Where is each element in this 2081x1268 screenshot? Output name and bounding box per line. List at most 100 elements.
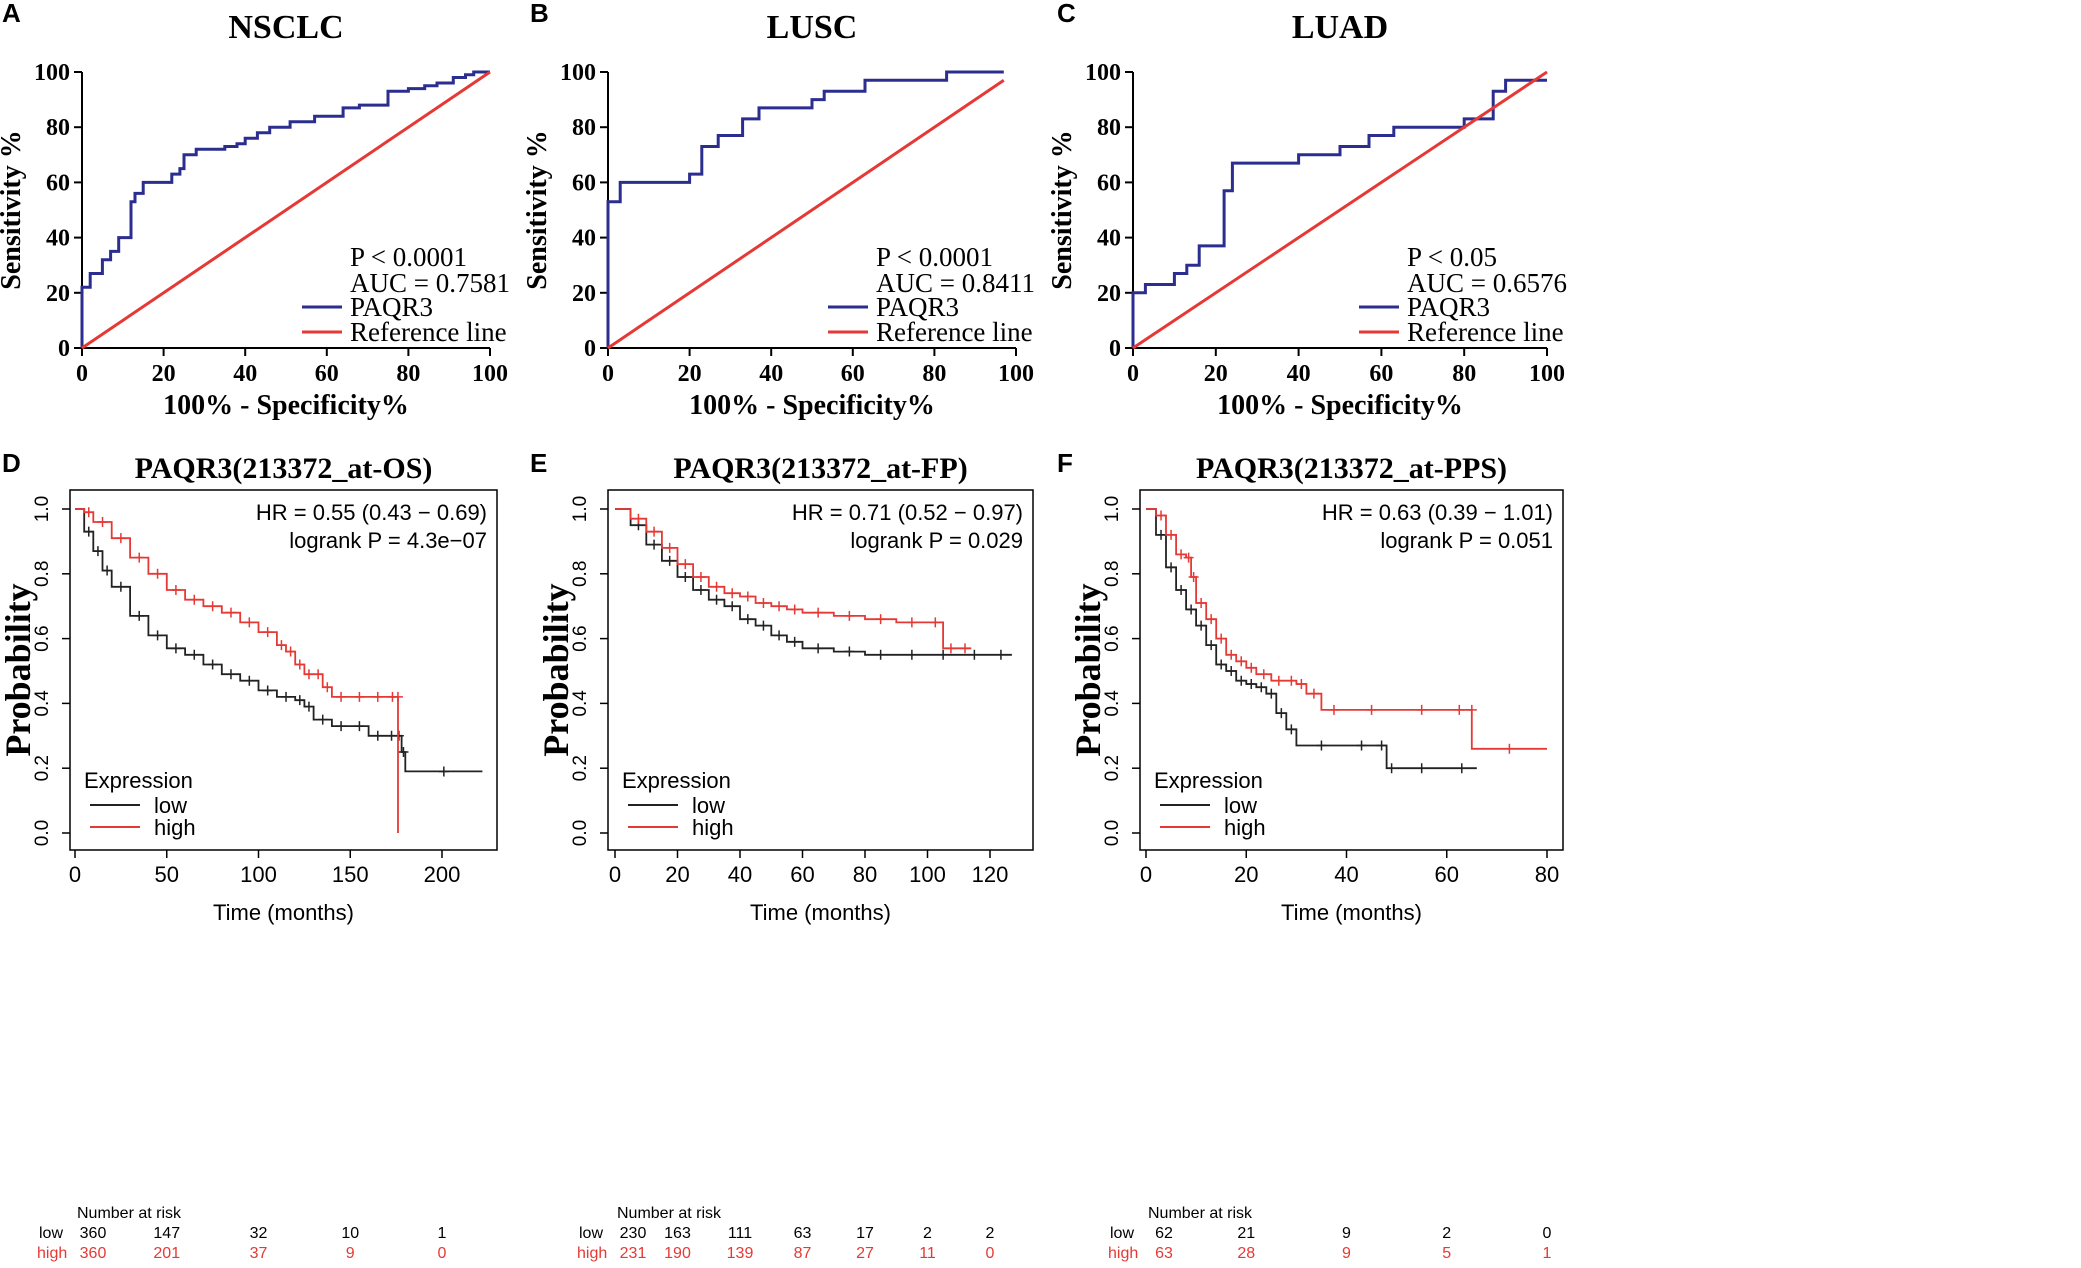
x-tick-label: 0 bbox=[602, 361, 614, 387]
y-tick-label: 0.4 bbox=[570, 690, 591, 717]
risk-count-high: 360 bbox=[80, 1245, 107, 1262]
censor-mark bbox=[711, 581, 722, 592]
auc-text: AUC = 0.7581 bbox=[350, 268, 510, 298]
censor-mark bbox=[1504, 743, 1515, 754]
survival-curve-high bbox=[615, 508, 972, 650]
chart-title: LUAD bbox=[1292, 9, 1388, 46]
censor-mark bbox=[664, 555, 675, 566]
legend-label: high bbox=[154, 815, 196, 840]
censor-mark bbox=[276, 640, 287, 651]
y-tick-label: 1.0 bbox=[570, 496, 591, 522]
censor-mark bbox=[1226, 666, 1237, 676]
x-tick-label: 20 bbox=[1204, 361, 1228, 387]
censor-mark bbox=[789, 604, 800, 615]
x-tick-label: 40 bbox=[759, 361, 783, 387]
censor-mark bbox=[649, 539, 660, 550]
y-tick-label: 0 bbox=[584, 336, 596, 362]
censor-mark bbox=[960, 643, 970, 654]
censor-mark bbox=[875, 614, 886, 625]
risk-table-title: Number at risk bbox=[617, 1205, 722, 1222]
y-tick-label: 0.8 bbox=[1102, 561, 1123, 587]
censor-mark bbox=[354, 691, 365, 702]
censor-mark bbox=[1386, 763, 1397, 774]
censor-mark bbox=[303, 669, 314, 680]
auc-text: AUC = 0.6576 bbox=[1407, 268, 1567, 298]
censor-mark bbox=[1188, 572, 1199, 583]
censor-mark bbox=[945, 643, 956, 654]
censor-mark bbox=[969, 649, 980, 660]
reference-line bbox=[1132, 70, 1548, 350]
censor-mark bbox=[262, 685, 273, 696]
panel-letter: B bbox=[530, 0, 549, 28]
censor-mark bbox=[1156, 529, 1167, 540]
censor-mark bbox=[1416, 704, 1427, 715]
censor-mark bbox=[844, 646, 855, 657]
censor-mark bbox=[1216, 633, 1227, 644]
censor-mark bbox=[1236, 675, 1247, 686]
y-tick-label: 40 bbox=[572, 226, 596, 252]
censor-mark bbox=[1356, 740, 1367, 751]
logrank-text: logrank P = 0.029 bbox=[850, 528, 1023, 553]
x-tick-label: 80 bbox=[853, 862, 877, 887]
censor-mark bbox=[392, 691, 403, 702]
censor-mark bbox=[244, 617, 255, 628]
censor-mark bbox=[680, 572, 691, 583]
legend-title: Expression bbox=[84, 768, 193, 793]
y-tick-label: 1.0 bbox=[1102, 496, 1123, 522]
risk-count-high: 27 bbox=[856, 1245, 874, 1262]
x-tick-label: 40 bbox=[1287, 361, 1311, 387]
censor-mark bbox=[152, 630, 163, 641]
x-axis-label: 100% - Specificity% bbox=[1217, 390, 1463, 421]
auc-text: AUC = 0.8411 bbox=[876, 268, 1035, 298]
risk-count-high: 231 bbox=[620, 1245, 647, 1262]
censor-mark bbox=[774, 601, 785, 612]
y-tick-label: 80 bbox=[572, 115, 596, 141]
x-tick-label: 100 bbox=[240, 862, 277, 887]
risk-count-low: 32 bbox=[250, 1225, 268, 1242]
censor-mark bbox=[1246, 678, 1257, 689]
x-tick-label: 150 bbox=[332, 862, 369, 887]
censor-mark bbox=[664, 542, 675, 553]
risk-count-low: 63 bbox=[794, 1225, 812, 1242]
censor-mark bbox=[758, 597, 769, 608]
logrank-text: logrank P = 4.3e−07 bbox=[289, 528, 487, 553]
risk-count-low: 0 bbox=[1543, 1225, 1552, 1242]
censor-mark bbox=[83, 526, 94, 537]
censor-mark bbox=[281, 691, 292, 702]
legend-label: Reference line bbox=[1407, 317, 1564, 347]
risk-count-low: 10 bbox=[341, 1225, 359, 1242]
y-tick-label: 0.0 bbox=[32, 820, 53, 846]
censor-mark bbox=[1328, 704, 1339, 715]
censor-mark bbox=[938, 649, 949, 660]
risk-count-high: 28 bbox=[1237, 1245, 1255, 1262]
censor-mark bbox=[1308, 688, 1319, 699]
censor-mark bbox=[1416, 763, 1427, 774]
x-tick-label: 0 bbox=[609, 862, 621, 887]
risk-count-high: 201 bbox=[153, 1245, 180, 1262]
risk-count-high: 190 bbox=[664, 1245, 691, 1262]
chart-title: LUSC bbox=[767, 9, 858, 46]
risk-table-title: Number at risk bbox=[1148, 1205, 1253, 1222]
censor-mark bbox=[1276, 708, 1287, 719]
risk-count-high: 37 bbox=[250, 1245, 268, 1262]
x-tick-label: 0 bbox=[1127, 361, 1139, 387]
km-panel-fp: E PAQR3(213372_at-FP) 0.0 0.2 0.4 0.6 0.8 1.0 0 2… bbox=[530, 448, 1034, 1262]
risk-count-high: 5 bbox=[1442, 1245, 1451, 1262]
x-tick-label: 100 bbox=[909, 862, 946, 887]
roc-panel-nsclc: A NSCLC 0 20 40 60 80 100 0 20 40 60 80 100 100% - Spe… bbox=[0, 0, 510, 421]
risk-count-high: 0 bbox=[986, 1245, 995, 1262]
censor-mark bbox=[789, 636, 800, 647]
censor-mark bbox=[906, 617, 917, 628]
y-tick-label: 0 bbox=[1109, 336, 1121, 362]
censor-mark bbox=[727, 601, 738, 612]
censor-mark bbox=[906, 649, 917, 660]
x-tick-label: 80 bbox=[396, 361, 420, 387]
roc-curve-line bbox=[80, 70, 490, 348]
censor-mark bbox=[313, 669, 324, 680]
x-tick-label: 60 bbox=[790, 862, 814, 887]
y-tick-label: 0.2 bbox=[32, 755, 53, 781]
censor-mark bbox=[303, 701, 314, 712]
hazard-ratio-text: HR = 0.63 (0.39 − 1.01) bbox=[1322, 500, 1553, 525]
risk-count-low: 2 bbox=[1442, 1225, 1451, 1242]
censor-mark bbox=[1266, 688, 1277, 699]
